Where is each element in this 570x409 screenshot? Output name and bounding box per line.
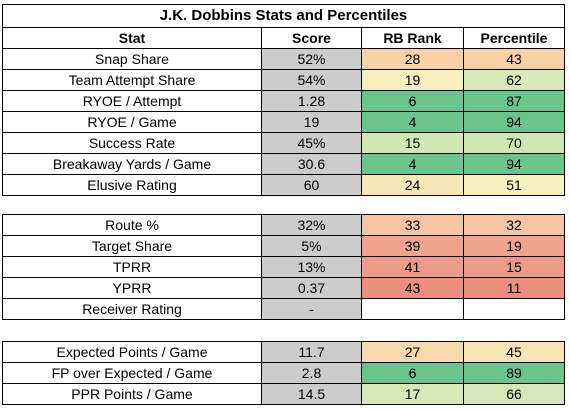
stat-cell: Snap Share <box>2 48 262 70</box>
score-cell: 32% <box>261 214 362 236</box>
score-cell: 52% <box>261 48 362 70</box>
stat-cell: RYOE / Game <box>2 111 262 133</box>
table-row: Elusive Rating 60 24 51 <box>2 174 565 196</box>
header-percentile: Percentile <box>463 27 565 49</box>
percentile-cell: 43 <box>463 48 565 70</box>
score-cell: 1.28 <box>261 90 362 112</box>
score-cell: 54% <box>261 69 362 91</box>
score-cell: 45% <box>261 132 362 154</box>
percentile-cell: 66 <box>463 383 565 405</box>
table-row: PPR Points / Game 14.5 17 66 <box>2 383 565 405</box>
receiving-rows: Route % 32% 33 32 Target Share 5% 39 19 TPRR 13% 4… <box>2 214 565 320</box>
rb-rank-cell: 4 <box>361 153 464 175</box>
stat-cell: Elusive Rating <box>2 174 262 196</box>
title-row: J.K. Dobbins Stats and Percentiles <box>2 4 565 28</box>
percentile-cell: 62 <box>463 69 565 91</box>
score-cell: 30.6 <box>261 153 362 175</box>
percentile-cell: 87 <box>463 90 565 112</box>
table-row: Receiver Rating - <box>2 298 565 320</box>
stats-table-rushing: J.K. Dobbins Stats and Percentiles Stat … <box>2 4 565 196</box>
rb-rank-cell: 4 <box>361 111 464 133</box>
table-row: RYOE / Attempt 1.28 6 87 <box>2 90 565 112</box>
table-row: Team Attempt Share 54% 19 62 <box>2 69 565 91</box>
percentile-cell: 32 <box>463 214 565 236</box>
table-row: YPRR 0.37 43 11 <box>2 277 565 299</box>
score-cell: 2.8 <box>261 362 362 384</box>
percentile-cell: 51 <box>463 174 565 196</box>
stat-cell: Route % <box>2 214 262 236</box>
rb-rank-cell: 33 <box>361 214 464 236</box>
table-row: RYOE / Game 19 4 94 <box>2 111 565 133</box>
percentile-cell: 94 <box>463 153 565 175</box>
stat-cell: Target Share <box>2 235 262 257</box>
rushing-rows: Snap Share 52% 28 43 Team Attempt Share 54% 19… <box>2 48 565 196</box>
percentile-cell: 15 <box>463 256 565 278</box>
rb-rank-cell: 39 <box>361 235 464 257</box>
rushing-section: J.K. Dobbins Stats and Percentiles Stat … <box>2 4 565 49</box>
rb-rank-cell: 27 <box>361 341 464 363</box>
table-row: Route % 32% 33 32 <box>2 214 565 236</box>
table-row: Expected Points / Game 11.7 27 45 <box>2 341 565 363</box>
rb-rank-cell: 19 <box>361 69 464 91</box>
stat-cell: Receiver Rating <box>2 298 262 320</box>
stats-table-receiving: Route % 32% 33 32 Target Share 5% 39 19 TPRR 13% 4… <box>2 214 565 320</box>
rb-rank-cell: 15 <box>361 132 464 154</box>
table-row: Success Rate 45% 15 70 <box>2 132 565 154</box>
rb-rank-cell: 17 <box>361 383 464 405</box>
percentile-cell: 89 <box>463 362 565 384</box>
table-row: Target Share 5% 39 19 <box>2 235 565 257</box>
rb-rank-cell: 43 <box>361 277 464 299</box>
rb-rank-cell: 41 <box>361 256 464 278</box>
header-score: Score <box>261 27 362 49</box>
rb-rank-cell: 6 <box>361 90 464 112</box>
stat-cell: YPRR <box>2 277 262 299</box>
score-cell: 11.7 <box>261 341 362 363</box>
score-cell: 5% <box>261 235 362 257</box>
score-cell: 0.37 <box>261 277 362 299</box>
stat-cell: Breakaway Yards / Game <box>2 153 262 175</box>
stats-table-fantasy: Expected Points / Game 11.7 27 45 FP over Ex… <box>2 341 565 405</box>
score-cell: 19 <box>261 111 362 133</box>
stat-cell: Success Rate <box>2 132 262 154</box>
score-cell: 60 <box>261 174 362 196</box>
rb-rank-cell: 24 <box>361 174 464 196</box>
score-cell: 14.5 <box>261 383 362 405</box>
percentile-cell: 19 <box>463 235 565 257</box>
table-row: Snap Share 52% 28 43 <box>2 48 565 70</box>
header-rb-rank: RB Rank <box>361 27 464 49</box>
stat-cell: FP over Expected / Game <box>2 362 262 384</box>
stat-cell: Team Attempt Share <box>2 69 262 91</box>
table-row: Breakaway Yards / Game 30.6 4 94 <box>2 153 565 175</box>
rb-rank-cell: 28 <box>361 48 464 70</box>
percentile-cell <box>463 298 565 320</box>
fantasy-rows: Expected Points / Game 11.7 27 45 FP over Ex… <box>2 341 565 405</box>
stat-cell: TPRR <box>2 256 262 278</box>
header-stat: Stat <box>2 27 262 49</box>
stat-cell: Expected Points / Game <box>2 341 262 363</box>
rb-rank-cell: 6 <box>361 362 464 384</box>
table-row: TPRR 13% 41 15 <box>2 256 565 278</box>
stat-cell: RYOE / Attempt <box>2 90 262 112</box>
stat-cell: PPR Points / Game <box>2 383 262 405</box>
percentile-cell: 70 <box>463 132 565 154</box>
score-cell: 13% <box>261 256 362 278</box>
header-row: Stat Score RB Rank Percentile <box>2 27 565 49</box>
score-cell: - <box>261 298 362 320</box>
percentile-cell: 45 <box>463 341 565 363</box>
table-title: J.K. Dobbins Stats and Percentiles <box>2 4 565 28</box>
percentile-cell: 11 <box>463 277 565 299</box>
table-row: FP over Expected / Game 2.8 6 89 <box>2 362 565 384</box>
rb-rank-cell <box>361 298 464 320</box>
percentile-cell: 94 <box>463 111 565 133</box>
